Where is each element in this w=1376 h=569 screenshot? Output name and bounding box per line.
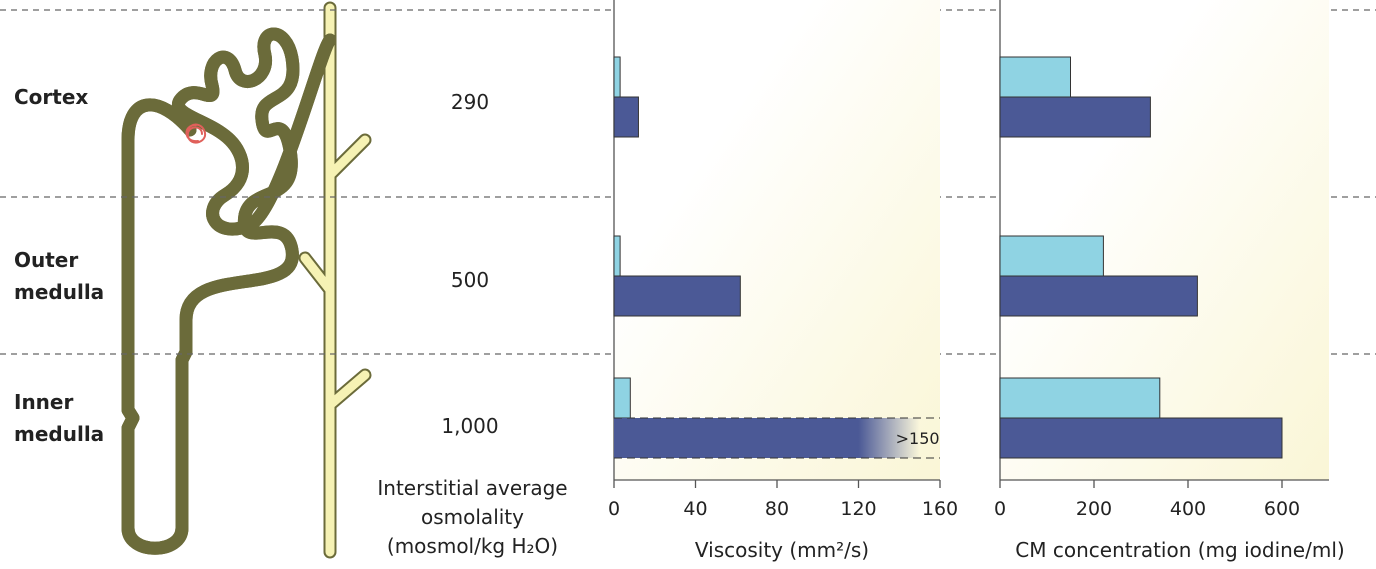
value-label: >150 [896, 429, 940, 448]
zone-label: Inner medulla [14, 390, 105, 446]
nephron [121, 1, 372, 559]
bar [999, 96, 1151, 138]
x-axis-title: CM concentration (mg iodine/ml) [1015, 538, 1345, 562]
x-tick-label: 600 [1264, 498, 1300, 520]
bar [999, 235, 1104, 277]
bar [999, 417, 1283, 459]
x-axis-title: Viscosity (mm²/s) [694, 538, 870, 562]
bar [999, 377, 1161, 419]
x-tick-label: 0 [994, 498, 1006, 520]
bar [613, 275, 741, 317]
bar [613, 377, 631, 419]
x-tick-label: 0 [608, 498, 620, 520]
zone-label: Cortex [14, 85, 89, 109]
bar [613, 56, 621, 98]
bar [613, 96, 639, 138]
plot-background [614, 0, 940, 480]
osmolality-value: 500 [450, 268, 490, 292]
charts: 0 40 80 120 160 >150 0 200 400 600 [608, 0, 1329, 520]
bar [999, 56, 1071, 98]
x-tick-label: 120 [840, 498, 876, 520]
x-tick-label: 40 [683, 498, 707, 520]
zone-label: Outer medulla [14, 248, 105, 304]
bar [613, 235, 621, 277]
osmolality-label: Interstitial average osmolality (mosmol/… [377, 476, 568, 558]
x-tick-label: 400 [1170, 498, 1206, 520]
bar [999, 275, 1198, 317]
x-tick-label: 160 [922, 498, 958, 520]
osmolality-value: 290 [450, 90, 490, 114]
x-tick-label: 80 [765, 498, 789, 520]
osmolality-value: 1,000 [441, 414, 499, 438]
x-tick-label: 200 [1076, 498, 1112, 520]
bar [614, 418, 920, 458]
